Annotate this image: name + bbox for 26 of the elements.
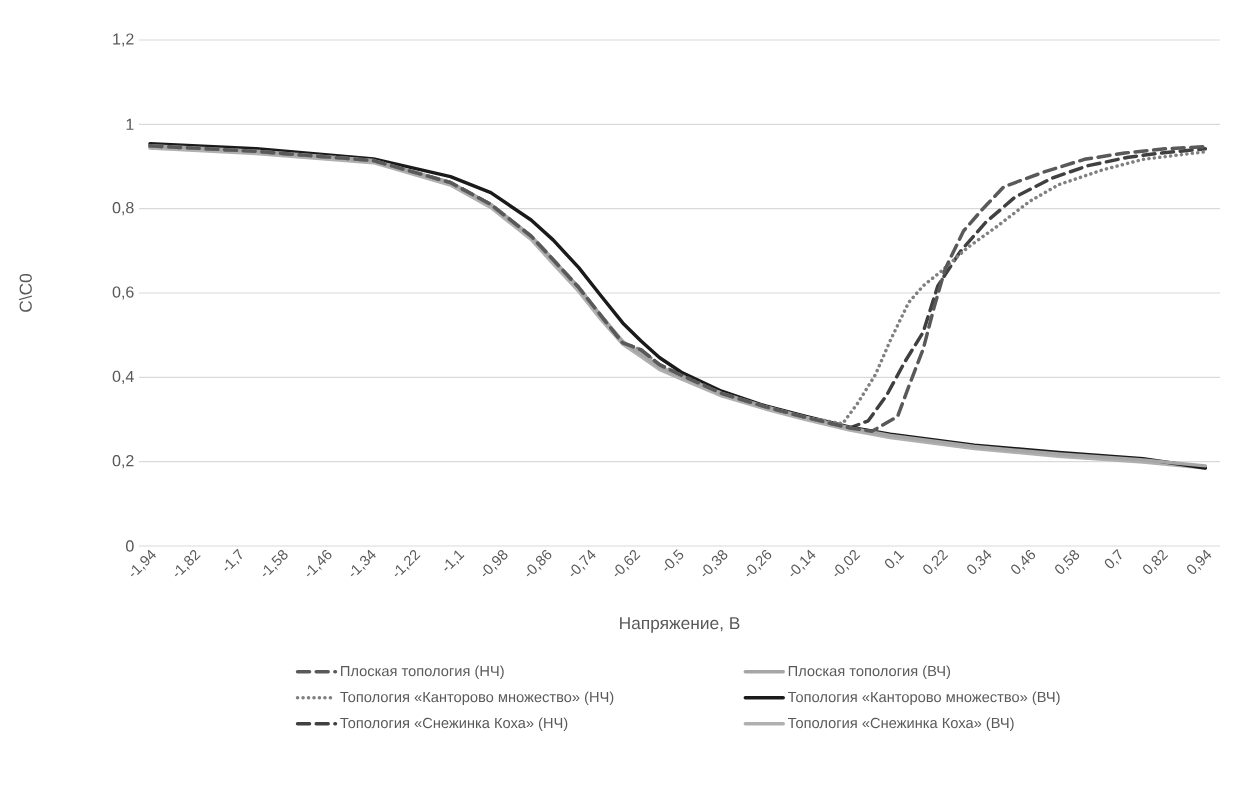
x-tick-label: 0,82 (1143, 550, 1169, 574)
x-tick-label: -0,5 (664, 549, 684, 571)
y-tick-label: 0,6 (112, 286, 134, 300)
legend-label: Топология «Канторово множество» (ВЧ) (787, 691, 1060, 706)
x-tick-label: 0,46 (1011, 549, 1036, 574)
y-axis-title: C\C0 (19, 273, 32, 312)
x-axis-title: Напряжение, В (620, 617, 740, 633)
legend-label: Топология «Снежинка Коха» (НЧ) (340, 717, 568, 732)
legend-label: Плоская топология (ВЧ) (788, 665, 951, 680)
y-tick-label: 1 (126, 118, 134, 130)
y-tick-label: 0,2 (112, 455, 134, 469)
x-tick-label: 0,94 (1187, 549, 1212, 574)
x-tick-label: 0,22 (923, 550, 949, 574)
legend-label: Топология «Снежинка Коха» (ВЧ) (787, 717, 1014, 732)
x-tick-label: -1,1 (444, 550, 465, 571)
x-tick-label: -1,7 (224, 548, 243, 571)
y-tick-label: 1,2 (113, 33, 134, 47)
y-tick-label: 0,8 (112, 202, 134, 216)
x-tick-label: 0,34 (967, 549, 992, 574)
legend-label: Топология «Канторово множество» (НЧ) (340, 691, 614, 706)
legend-label: Плоская топология (НЧ) (341, 665, 504, 680)
y-tick-label: 0 (126, 540, 134, 552)
x-tick-label: 0,1 (885, 550, 905, 569)
y-tick-label: 0,4 (112, 370, 134, 384)
x-tick-label: 0,7 (1104, 548, 1122, 569)
x-tick-label: 0,58 (1055, 550, 1080, 574)
